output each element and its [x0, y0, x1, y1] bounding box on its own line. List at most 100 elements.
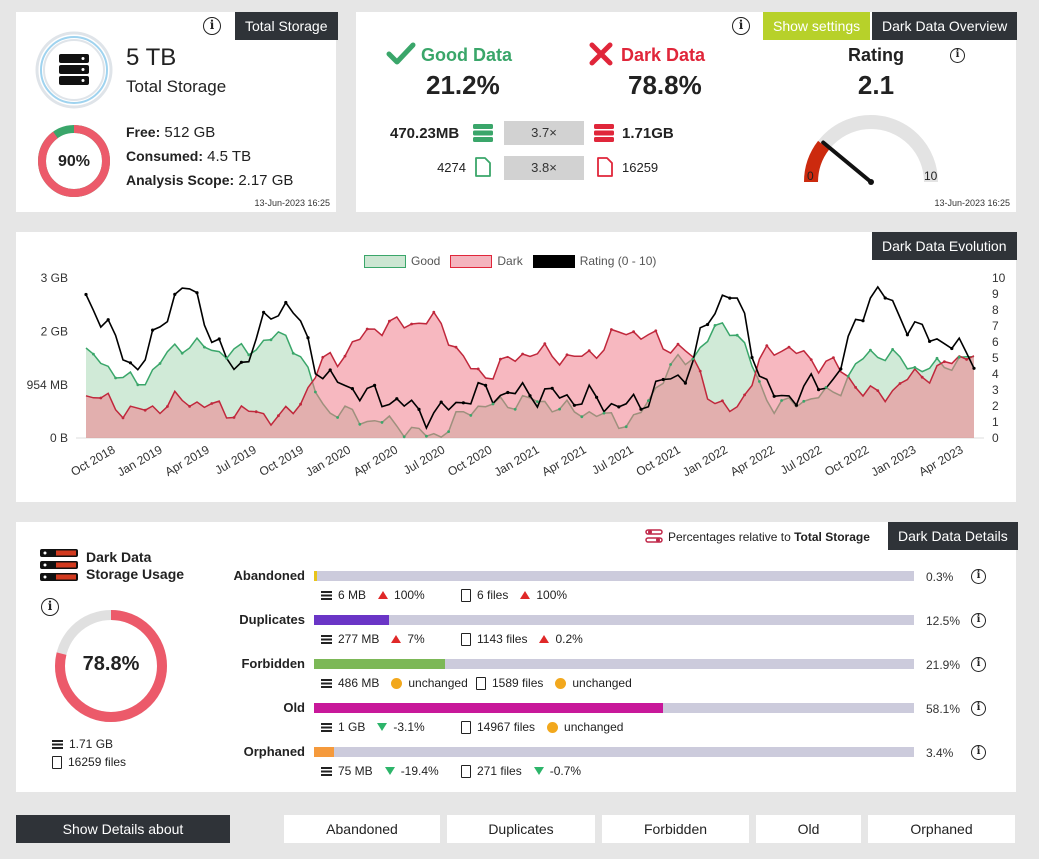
- legend-rating-label[interactable]: Rating (0 - 10): [579, 254, 657, 268]
- category-pct: 58.1%: [926, 702, 961, 716]
- size-change: -19.4%: [400, 764, 439, 778]
- total-storage-value: 5 TB: [126, 44, 177, 71]
- dark-point: [232, 416, 236, 419]
- dark-point: [254, 410, 258, 414]
- rating-point: [572, 403, 577, 407]
- dark-point: [965, 358, 968, 361]
- category-info-icon[interactable]: i: [971, 613, 986, 628]
- category-info-icon[interactable]: i: [971, 657, 986, 672]
- category-pct: 3.4%: [926, 746, 954, 760]
- category-info-icon[interactable]: i: [971, 701, 986, 716]
- rating-label: Rating: [848, 45, 904, 65]
- list-icon: [52, 739, 63, 749]
- legend-good-swatch[interactable]: [364, 254, 406, 268]
- dark-series-area: [86, 312, 974, 438]
- category-bar: [314, 703, 914, 713]
- details-button-forbidden[interactable]: Forbidden: [602, 815, 749, 843]
- dark-usage-files: 16259 files: [52, 755, 126, 769]
- size-unchanged-icon: [391, 677, 403, 689]
- good-point: [558, 407, 561, 411]
- good-point: [203, 345, 206, 349]
- legend-good-label[interactable]: Good: [411, 254, 441, 268]
- rating-point: [195, 291, 199, 295]
- y-right-tick-label: 8: [992, 303, 999, 317]
- good-point: [735, 333, 739, 337]
- dark-point: [765, 344, 769, 347]
- category-bar: [314, 747, 914, 757]
- legend-dark-swatch[interactable]: [450, 254, 493, 268]
- dark-point: [610, 328, 613, 331]
- good-point: [491, 402, 495, 406]
- overview-tag: Dark Data Overview: [872, 12, 1018, 40]
- good-point: [158, 362, 162, 365]
- x-tick-label: Jul 2021: [589, 442, 636, 477]
- rating-point: [417, 407, 421, 411]
- files-up-icon: [520, 591, 531, 599]
- rating-point: [617, 405, 621, 409]
- overview-info-icon[interactable]: i: [732, 17, 750, 35]
- legend-dark-label[interactable]: Dark: [497, 254, 523, 268]
- y-right-tick-label: 10: [992, 271, 1006, 285]
- dark-point: [543, 342, 547, 346]
- category-meta: 486 MB unchanged: [321, 676, 468, 690]
- show-details-label: Show Details about: [16, 815, 230, 843]
- gauge-min: 0: [807, 169, 814, 183]
- category-info-icon[interactable]: i: [971, 569, 986, 584]
- free-value: 512 GB: [164, 124, 216, 141]
- list-icon: [321, 678, 332, 688]
- file-icon: [461, 632, 471, 646]
- dark-point: [654, 329, 658, 333]
- category-size: 6 MB: [338, 588, 367, 602]
- y-left-tick-label: 954 MB: [27, 378, 68, 392]
- good-point: [913, 366, 917, 369]
- details-button-orphaned[interactable]: Orphaned: [868, 815, 1015, 843]
- dark-point: [121, 416, 125, 420]
- sliders-icon: [645, 529, 663, 543]
- category-files: 1143 files: [477, 632, 528, 646]
- show-settings-button[interactable]: Show settings: [763, 12, 871, 40]
- file-icon: [461, 720, 471, 734]
- files-change: unchanged: [572, 676, 632, 690]
- dark-point: [277, 414, 280, 418]
- rating-info-icon[interactable]: i: [950, 48, 965, 63]
- dark-point: [920, 375, 924, 379]
- details-button-old[interactable]: Old: [756, 815, 861, 843]
- dark-point: [388, 319, 391, 323]
- rating-point: [972, 366, 976, 370]
- x-tick-label: Oct 2020: [445, 442, 494, 479]
- files-change: 0.2%: [555, 632, 583, 646]
- x-tick-label: Jan 2021: [492, 442, 542, 479]
- rating-point: [550, 386, 554, 390]
- rating-point: [173, 292, 177, 296]
- category-files: 271 files: [477, 764, 522, 778]
- category-info-icon[interactable]: i: [971, 745, 986, 760]
- rating-point: [750, 355, 754, 360]
- x-tick-label: Apr 2020: [351, 442, 400, 479]
- rating-value: 2.1: [857, 70, 895, 100]
- size-down-icon: [377, 723, 388, 731]
- category-label: Duplicates: [239, 612, 305, 627]
- category-meta: 6 MB 100%: [321, 588, 425, 602]
- size-down-icon: [384, 767, 395, 775]
- legend-rating-swatch[interactable]: [532, 254, 575, 268]
- free-row: Free: 512 GB: [126, 124, 215, 141]
- details-button-duplicates[interactable]: Duplicates: [447, 815, 595, 843]
- dark-data-storage-icon: [40, 549, 78, 581]
- rating-point: [839, 367, 843, 371]
- details-button-abandoned[interactable]: Abandoned: [284, 815, 440, 843]
- category-bar: [314, 615, 914, 625]
- good-point: [114, 376, 117, 380]
- total-storage-info-icon[interactable]: i: [203, 17, 221, 35]
- dark-point: [854, 386, 857, 389]
- category-size: 486 MB: [338, 676, 380, 690]
- details-info-icon[interactable]: i: [41, 598, 59, 616]
- category-bar-fill: [314, 659, 446, 669]
- y-right-tick-label: 0: [992, 431, 999, 445]
- good-point: [669, 363, 672, 366]
- files-change: 100%: [536, 588, 568, 602]
- good-point: [380, 421, 384, 424]
- rating-point: [528, 394, 532, 398]
- category-bar-fill: [314, 615, 389, 625]
- good-point: [624, 425, 628, 429]
